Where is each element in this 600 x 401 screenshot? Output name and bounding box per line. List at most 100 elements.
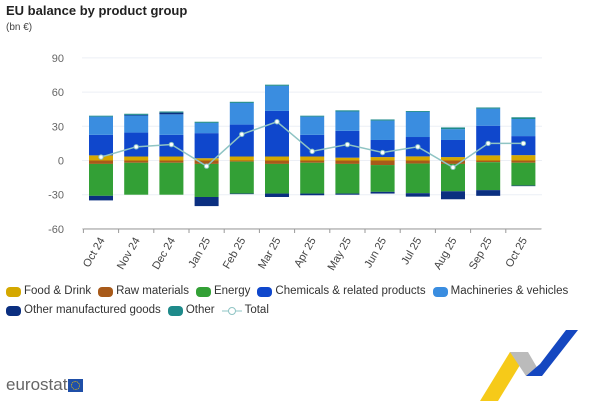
bar-segment <box>300 193 325 196</box>
x-tick-label: Apr 25 <box>292 236 319 270</box>
y-tick-label: 30 <box>52 121 64 133</box>
total-point <box>203 163 210 169</box>
total-point <box>485 140 491 147</box>
bar-segment <box>159 114 184 135</box>
legend-item[interactable]: Food & Drink <box>6 284 91 299</box>
bar-segment <box>370 139 395 158</box>
total-point <box>133 144 139 150</box>
bar-segment <box>405 163 430 194</box>
legend-item[interactable]: Energy <box>195 284 251 299</box>
bar-segment <box>89 163 113 196</box>
y-tick-label: 0 <box>58 156 64 168</box>
bar-segment <box>159 112 184 115</box>
x-tick-label: Jan 25 <box>186 236 213 271</box>
bar-segment <box>476 190 501 196</box>
x-tick-label: Jul 25 <box>399 236 424 267</box>
bar-segment <box>229 124 254 157</box>
legend-row-1: Food & Drink Raw materials Energy Chemicals… <box>6 284 598 299</box>
chart-area: 90 60 30 0 -30 -60 Oct 24 Nov 24 Dec 24 Jan 25 Feb… <box>48 53 542 273</box>
bar-segment <box>405 111 430 112</box>
legend-swatch <box>6 286 21 297</box>
bar-segment <box>229 102 254 125</box>
bar-segment <box>300 116 325 135</box>
legend-label: Chemicals & related products <box>275 285 426 297</box>
bar-segment <box>300 134 325 157</box>
bar-segment <box>335 157 360 161</box>
bar-segment <box>441 129 465 140</box>
bar-segment <box>194 163 219 197</box>
bar-segment <box>300 115 325 117</box>
bar-segment <box>370 120 395 140</box>
bar-segment <box>335 193 360 195</box>
bar-segment <box>335 163 360 194</box>
bar-segment <box>441 157 465 161</box>
total-point <box>415 144 421 150</box>
bar-segment <box>511 119 536 137</box>
legend-swatch <box>167 305 183 316</box>
total-point <box>309 148 315 155</box>
y-tick-label: 90 <box>52 53 64 65</box>
bar-segment <box>89 115 113 117</box>
bar-segment <box>124 114 149 116</box>
bar-segment <box>511 160 536 163</box>
bar-segment <box>194 196 219 207</box>
legend-label: Other <box>185 304 215 316</box>
bar-segment <box>511 155 536 161</box>
bar-segment <box>265 163 289 194</box>
bar-segment <box>335 160 360 164</box>
total-point <box>520 140 527 147</box>
bar-segment <box>89 116 113 135</box>
legend-swatch <box>432 286 448 297</box>
legend-item-total[interactable]: Total <box>221 303 269 318</box>
legend-label: Other manufactured goods <box>24 304 161 316</box>
legend-item[interactable]: Other <box>167 303 215 318</box>
x-tick-label: May 25 <box>326 236 354 273</box>
legend-label: Total <box>244 304 269 316</box>
legend-swatch <box>6 305 21 316</box>
legend-swatch <box>195 286 211 297</box>
bar-segment <box>159 111 184 113</box>
bar-segment <box>476 155 501 161</box>
x-tick-label: Nov 24 <box>115 236 143 272</box>
bar-segment <box>300 162 325 194</box>
bar-segment <box>405 156 430 161</box>
bar-segment <box>441 160 465 164</box>
legend-item[interactable]: Chemicals & related products <box>257 284 426 299</box>
bar-segment <box>229 193 254 195</box>
bar-segment <box>476 125 501 156</box>
line-marker-icon <box>221 306 242 315</box>
bar-segment <box>370 157 395 161</box>
legend-item[interactable]: Other manufactured goods <box>6 303 161 318</box>
bar-segment <box>335 110 360 112</box>
bar-segment <box>511 117 536 120</box>
bar-segment <box>194 121 219 123</box>
total-point <box>450 164 456 171</box>
bar-segment <box>441 127 465 130</box>
bar-segment <box>335 111 360 131</box>
bar-segment <box>89 134 113 156</box>
bar-segment <box>159 162 184 195</box>
bar-segment <box>89 160 113 164</box>
y-axis-unit: (bn €) <box>6 22 33 33</box>
bar-segment <box>194 122 219 134</box>
bar-segment <box>89 195 113 201</box>
bar-segment <box>405 111 430 138</box>
y-tick-label: 60 <box>52 87 64 99</box>
x-tick-label: Aug 25 <box>432 236 460 272</box>
y-tick-label: -60 <box>48 224 64 236</box>
bar-segment <box>476 162 501 191</box>
bar-segment <box>265 156 289 161</box>
bar-segment <box>194 160 219 164</box>
legend-row-2: Other manufactured goods Other Total <box>6 303 598 318</box>
legend-item[interactable]: Raw materials <box>98 284 189 299</box>
bar-segment <box>300 160 325 163</box>
bar-segment <box>124 115 149 133</box>
y-tick-label: -30 <box>48 190 64 202</box>
bar-segment <box>194 133 219 159</box>
legend-item[interactable]: Machineries & vehicles <box>432 284 568 299</box>
bar-segment <box>370 191 395 194</box>
bar-segment <box>511 185 536 187</box>
total-point <box>239 131 245 137</box>
bar-segment <box>441 191 465 200</box>
legend-label: Energy <box>213 285 251 297</box>
